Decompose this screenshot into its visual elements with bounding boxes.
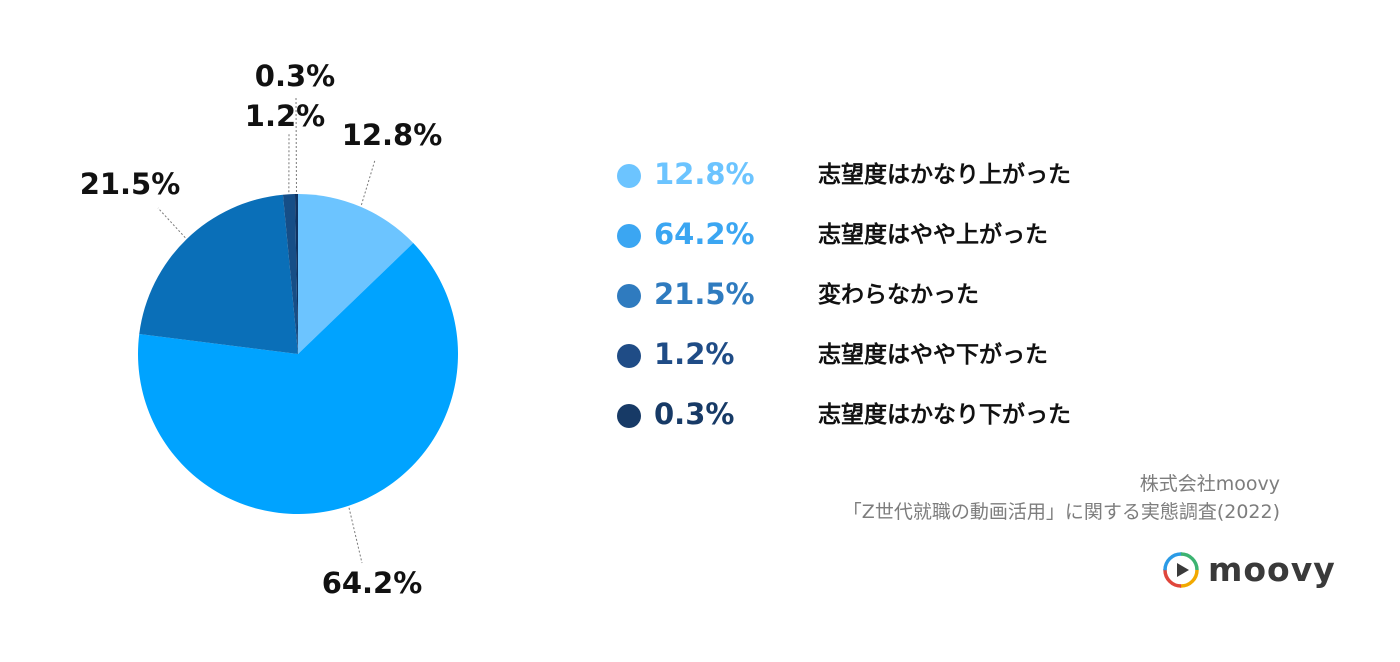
legend-value: 64.2%: [654, 217, 755, 251]
pie-slice: [298, 194, 414, 354]
pie-data-label: 0.3%: [255, 59, 335, 93]
legend-item: 1.2% 志望度はやや下がった: [614, 332, 1134, 392]
play-circle-icon: [1163, 552, 1199, 588]
pie-data-label: 21.5%: [80, 167, 181, 201]
pie-slice: [139, 194, 298, 354]
legend-item: 21.5% 変わらなかった: [614, 272, 1134, 332]
legend-marker: [617, 404, 641, 428]
source-note: 株式会社moovy 「Z世代就職の動画活用」に関する実態調査(2022): [843, 470, 1280, 526]
pie-slice: [294, 194, 298, 354]
legend-item: 64.2% 志望度はやや上がった: [614, 212, 1134, 272]
source-survey: 「Z世代就職の動画活用」に関する実態調査(2022): [842, 501, 1280, 523]
legend-value: 12.8%: [654, 157, 755, 191]
moovy-logo: moovy: [1162, 548, 1336, 592]
legend-label: 志望度はやや下がった: [818, 342, 1048, 368]
legend-marker: [617, 224, 641, 248]
pie-data-label: 1.2%: [245, 99, 325, 133]
legend-marker: [617, 164, 641, 188]
pie-chart: 12.8% 64.2% 21.5% 1.2% 0.3%: [80, 59, 458, 600]
legend-value: 21.5%: [654, 277, 755, 311]
pie-slice: [282, 194, 298, 354]
legend-item: 12.8% 志望度はかなり上がった: [614, 152, 1134, 212]
leader-line: [348, 507, 363, 564]
source-company: 株式会社moovy: [1139, 473, 1280, 495]
pie-data-label: 12.8%: [342, 118, 443, 152]
pie-slice: [137, 243, 458, 514]
legend-marker: [617, 344, 641, 368]
pie-data-label: 64.2%: [322, 566, 423, 600]
legend-label: 志望度はやや上がった: [818, 222, 1048, 248]
leader-line: [360, 159, 376, 206]
legend-value: 0.3%: [654, 397, 735, 431]
legend-label: 志望度はかなり上がった: [818, 162, 1071, 188]
legend-label: 変わらなかった: [818, 282, 979, 308]
legend-marker: [617, 284, 641, 308]
legend: 12.8% 志望度はかなり上がった 64.2% 志望度はやや上がった 21.5%…: [614, 152, 1134, 452]
legend-value: 1.2%: [654, 337, 735, 371]
legend-item: 0.3% 志望度はかなり下がった: [614, 392, 1134, 452]
logo-text: moovy: [1208, 550, 1336, 589]
legend-label: 志望度はかなり下がった: [818, 402, 1071, 428]
leader-line: [157, 207, 186, 239]
